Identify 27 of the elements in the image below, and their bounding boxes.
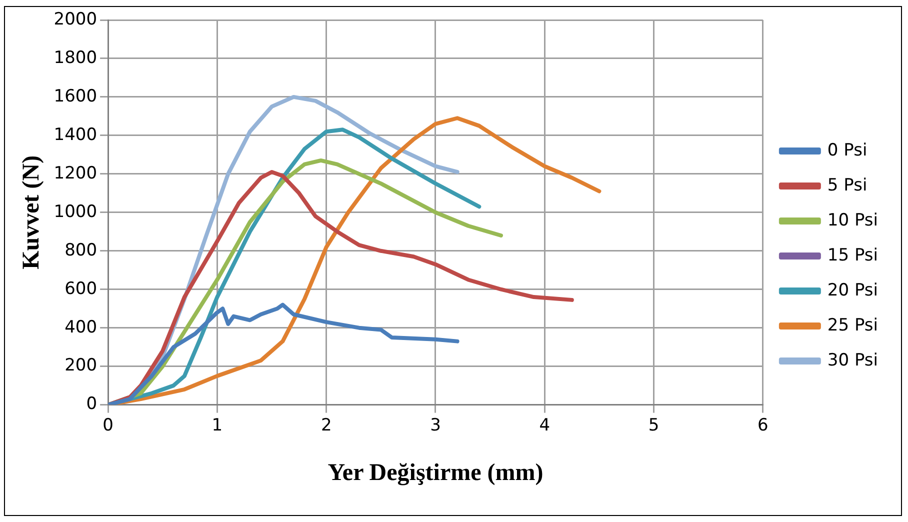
legend-label: 25 Psi <box>827 315 878 336</box>
x-axis-title: Yer Değiştirme (mm) <box>328 460 544 486</box>
y-tick-label: 1600 <box>54 86 98 106</box>
y-tick-label: 800 <box>64 240 98 260</box>
x-tick-label: 0 <box>102 415 114 436</box>
y-tick-label: 2000 <box>54 9 98 30</box>
x-tick-label: 6 <box>758 415 768 436</box>
y-tick-label: 600 <box>64 278 98 299</box>
legend-label: 15 Psi <box>827 245 878 266</box>
x-tick-label: 2 <box>320 415 332 436</box>
legend-label: 30 Psi <box>827 350 878 370</box>
y-tick-label: 1000 <box>54 202 98 222</box>
y-tick-label: 1200 <box>54 163 98 184</box>
y-tick-label: 400 <box>64 317 98 338</box>
y-tick-label: 200 <box>64 356 98 376</box>
legend-label: 0 Psi <box>827 140 868 160</box>
x-tick-label: 5 <box>648 415 660 436</box>
x-tick-label: 4 <box>539 415 550 436</box>
y-tick-label: 0 <box>86 394 98 414</box>
y-tick-label: 1400 <box>54 124 98 145</box>
y-tick-label: 1800 <box>54 48 98 68</box>
legend-label: 20 Psi <box>827 280 878 300</box>
x-tick-label: 1 <box>212 415 223 436</box>
legend-label: 10 Psi <box>827 210 878 230</box>
x-tick-label: 3 <box>430 415 441 436</box>
y-axis-title: Kuvvet (N) <box>18 155 45 270</box>
legend-label: 5 Psi <box>827 175 868 196</box>
